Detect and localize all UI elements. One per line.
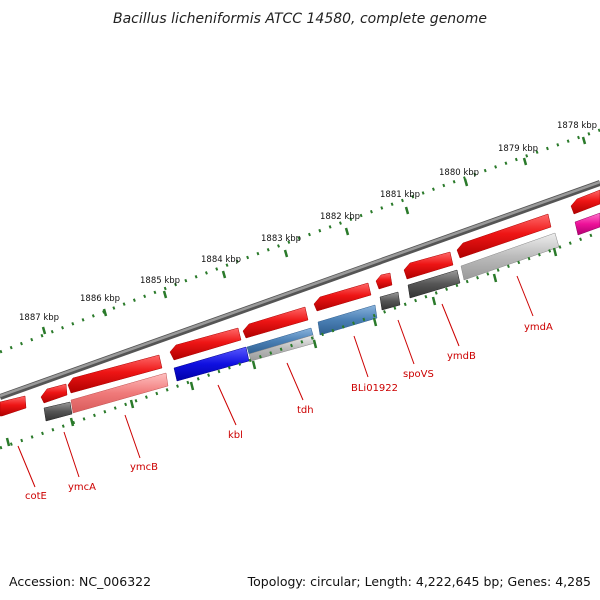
outer-major-ticks (41, 136, 587, 335)
gene-arrow (0, 395, 27, 417)
kbp-label: 1882 kbp (320, 212, 360, 222)
kbp-label: 1880 kbp (439, 168, 479, 178)
gene-arrow (403, 251, 454, 280)
gene-arrow (67, 354, 163, 394)
gene-arrow (242, 306, 309, 339)
outer-tick-ring (0, 128, 600, 354)
reverse-genes (43, 212, 600, 422)
gene-arrow (313, 282, 372, 312)
kbp-label: 1883 kbp (261, 234, 301, 244)
genome-backbone (0, 180, 600, 400)
kbp-label: 1879 kbp (498, 144, 538, 154)
gene-label: ymdA (524, 322, 553, 333)
kbp-labels: 1878 kbp 1879 kbp 1880 kbp 1881 kbp 1882… (19, 121, 597, 323)
topology-text: Topology: circular; Length: 4,222,645 bp… (247, 574, 591, 589)
gene-arrow (169, 327, 242, 361)
gene-arrow (570, 189, 600, 215)
inner-tick-ring (0, 230, 600, 450)
gene-label: kbl (228, 430, 243, 441)
kbp-label: 1878 kbp (557, 121, 597, 131)
gene-box (173, 346, 250, 382)
gene-arrow (375, 272, 393, 290)
kbp-label: 1885 kbp (140, 276, 180, 286)
gene-box (70, 372, 169, 414)
label-leaders (17, 275, 534, 488)
kbp-label: 1886 kbp (80, 294, 120, 304)
gene-box (407, 269, 461, 299)
gene-label: ymcA (68, 482, 96, 493)
inner-major-ticks (5, 247, 558, 447)
kbp-label: 1884 kbp (201, 255, 241, 265)
gene-box (379, 291, 401, 311)
gene-labels: cotE ymcA ymcB kbl tdh BLi01922 spoVS ym… (25, 322, 553, 502)
gene-arrow (574, 212, 600, 236)
gene-label: ymdB (447, 351, 476, 362)
kbp-label: 1881 kbp (380, 190, 420, 200)
gene-box (43, 401, 73, 422)
accession-text: Accession: NC_006322 (9, 574, 151, 589)
gene-label: spoVS (403, 369, 434, 380)
gene-label: ymcB (130, 462, 158, 473)
gene-label: cotE (25, 491, 47, 502)
forward-genes (0, 189, 600, 417)
gene-box (317, 304, 378, 336)
gene-arrow (456, 213, 552, 259)
gene-label: BLi01922 (351, 383, 398, 394)
map-title: Bacillus licheniformis ATCC 14580, compl… (113, 11, 487, 27)
gene-label: tdh (297, 405, 314, 416)
kbp-label: 1887 kbp (19, 313, 59, 323)
gene-arrow (40, 383, 68, 404)
